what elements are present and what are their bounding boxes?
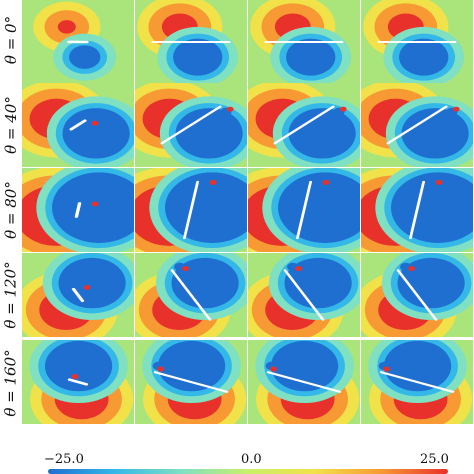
vortex-blob <box>157 366 164 372</box>
vortex-blob <box>383 366 390 372</box>
pressure-contour-blue <box>288 108 356 159</box>
pressure-contour-blue <box>383 340 452 392</box>
pressure-contour-red <box>57 20 76 34</box>
plate-body <box>273 105 335 145</box>
vortex-blob <box>91 120 99 126</box>
panel-row2-col3 <box>248 83 360 167</box>
colorbar-mid-label: 0.0 <box>241 452 262 467</box>
colorbar-max-label: 25.0 <box>420 452 449 467</box>
colorbar-min-label: −25.0 <box>44 452 84 467</box>
vortex-blob <box>91 201 99 207</box>
plate-body <box>74 202 82 218</box>
plate-body <box>408 180 426 240</box>
vortex-blob <box>313 178 326 188</box>
vortex-blob <box>71 374 79 380</box>
plate-body <box>69 119 87 131</box>
plate-body <box>67 378 89 386</box>
plate-body <box>379 371 455 393</box>
row-label-theta-40: θ = 40° <box>2 96 21 154</box>
pressure-contour-blue <box>51 172 134 243</box>
vortex-blob <box>339 106 347 112</box>
panel-row1-col3 <box>248 0 360 84</box>
panel-row5-col1 <box>22 340 134 424</box>
panel-row4-col3 <box>248 253 360 337</box>
vortex-blob <box>435 179 443 185</box>
plate-body <box>160 105 222 145</box>
vortex-blob <box>82 200 94 209</box>
pressure-contour-blue <box>284 257 352 309</box>
pressure-contour-blue <box>157 340 226 392</box>
plate-body <box>153 371 229 393</box>
row-label-theta-0: θ = 0° <box>2 15 20 65</box>
panel-row3-col4 <box>361 168 473 252</box>
pressure-contour-blue <box>175 108 243 159</box>
row-label-theta-80: θ = 80° <box>2 181 21 239</box>
plate-body <box>266 371 342 393</box>
panel-row2-col2 <box>135 83 247 167</box>
panel-row4-col1 <box>22 253 134 337</box>
row-label-theta-120: θ = 120° <box>2 261 21 329</box>
vortex-blob <box>83 284 91 291</box>
vortex-blob <box>295 266 302 272</box>
vortex-blob <box>182 266 189 272</box>
pressure-contour-blue <box>390 172 473 243</box>
pressure-contour-blue <box>401 108 469 159</box>
panel-row1-col4 <box>361 0 473 84</box>
plate-body <box>386 105 448 145</box>
plate-body <box>182 180 200 240</box>
pressure-contour-blue <box>62 108 130 159</box>
pressure-contour-blue <box>399 38 449 76</box>
plate-body <box>283 269 325 321</box>
plate-body <box>396 269 438 321</box>
pressure-contour-blue <box>69 45 101 69</box>
pressure-contour-blue <box>277 172 360 243</box>
vortex-blob <box>408 266 415 272</box>
panel-row1-col2 <box>135 0 247 84</box>
pressure-contour-blue <box>171 257 239 309</box>
flow-field-grid <box>22 0 474 448</box>
row-label-theta-160: θ = 160° <box>2 349 21 417</box>
panel-row2-col4 <box>361 83 473 167</box>
pressure-contour-blue <box>44 340 113 392</box>
pressure-contour-blue <box>173 38 223 76</box>
panel-row1-col1 <box>22 0 134 84</box>
colorbar <box>48 469 448 474</box>
vortex-blob <box>200 178 213 188</box>
pressure-contour-blue <box>58 257 126 309</box>
panel-row4-col2 <box>135 253 247 337</box>
panel-row5-col4 <box>361 340 473 424</box>
vortex-blob <box>270 366 277 372</box>
plate-body <box>71 287 85 303</box>
panel-row3-col2 <box>135 168 247 252</box>
pressure-contour-blue <box>270 340 339 392</box>
panel-row5-col3 <box>248 340 360 424</box>
vortex-blob <box>226 106 234 112</box>
vortex-blob <box>209 179 217 185</box>
panel-row3-col1 <box>22 168 134 252</box>
plate-body <box>170 269 212 321</box>
panel-row4-col4 <box>361 253 473 337</box>
vortex-blob <box>452 106 460 112</box>
pressure-contour-blue <box>397 257 465 309</box>
pressure-contour-blue <box>164 172 247 243</box>
vortex-blob <box>322 179 330 185</box>
plate-body <box>295 180 313 240</box>
vortex-blob <box>426 178 439 188</box>
panel-row3-col3 <box>248 168 360 252</box>
pressure-contour-blue <box>286 38 336 76</box>
panel-row2-col1 <box>22 83 134 167</box>
panel-row5-col2 <box>135 340 247 424</box>
